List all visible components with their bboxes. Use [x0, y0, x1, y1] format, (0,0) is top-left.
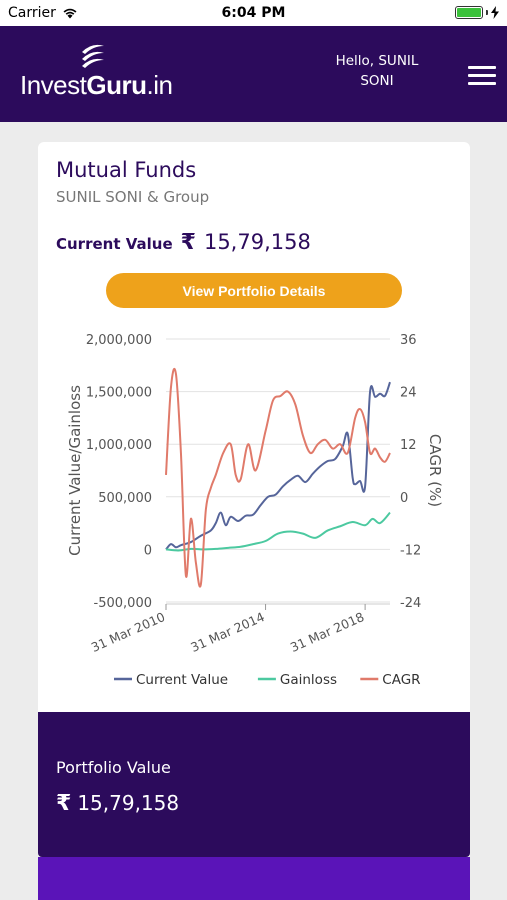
investguru-logo[interactable]: InvestGuru.in — [20, 44, 173, 106]
current-value-amount: 15,79,158 — [203, 230, 311, 254]
greeting-line-2: SONI — [360, 73, 394, 89]
y-tick-label: 1,500,000 — [86, 386, 152, 401]
user-greeting: Hello, SUNIL SONI — [318, 51, 436, 91]
y2-tick-label: -12 — [400, 543, 421, 558]
greeting-line-1: Hello, SUNIL — [335, 53, 419, 69]
hamburger-menu-icon[interactable] — [468, 66, 496, 86]
charging-bolt-icon — [491, 6, 499, 19]
logo-text-suffix: .in — [146, 70, 173, 100]
y2-tick-label: 12 — [400, 438, 417, 453]
portfolio-chart: 2,000,000 1,500,000 1,000,000 500,000 0 -500,… — [66, 333, 444, 688]
y-tick-label: -500,000 — [94, 596, 152, 611]
y2-axis-label: CAGR (%) — [426, 434, 444, 507]
next-panel-strip[interactable] — [38, 857, 470, 900]
y-tick-label: 0 — [144, 543, 152, 558]
mutual-funds-card: Mutual Funds SUNIL SONI & Group Current … — [38, 142, 470, 712]
y2-tick-label: 0 — [400, 491, 408, 506]
series-line-cagr — [165, 367, 391, 588]
legend-label: Gainloss — [280, 672, 337, 688]
carrier-label: Carrier — [8, 5, 56, 21]
app-header: InvestGuru.in Hello, SUNIL SONI — [0, 26, 507, 122]
legend-label: Current Value — [136, 672, 228, 688]
card-title: Mutual Funds — [56, 158, 197, 182]
y-tick-label: 500,000 — [98, 491, 152, 506]
logo-wave-icon — [82, 44, 104, 68]
series-line-current-value — [165, 381, 391, 551]
wifi-icon — [63, 8, 77, 19]
x-tick-label: 31 Mar 2014 — [188, 609, 267, 655]
battery-icon — [455, 6, 499, 19]
rupee-icon: ₹ — [180, 230, 196, 255]
y2-tick-label: 36 — [400, 333, 417, 348]
portfolio-value-panel: Portfolio Value ₹ 15,79,158 — [38, 712, 470, 857]
portfolio-value-row: ₹ 15,79,158 — [56, 791, 179, 816]
current-value-row: Current Value ₹ 15,79,158 — [56, 230, 311, 255]
y-tick-label: 1,000,000 — [86, 438, 152, 453]
x-tick-label: 31 Mar 2018 — [288, 609, 367, 655]
portfolio-value-amount: 15,79,158 — [77, 791, 180, 815]
rupee-icon: ₹ — [56, 791, 72, 816]
legend-label: CAGR — [382, 672, 420, 688]
battery-level — [457, 8, 481, 17]
logo-text-light: Invest — [20, 70, 87, 100]
portfolio-value-label: Portfolio Value — [56, 758, 171, 777]
view-portfolio-details-button[interactable]: View Portfolio Details — [106, 273, 402, 308]
status-bar: Carrier 6:04 PM — [0, 0, 507, 26]
x-tick-label: 31 Mar 2010 — [89, 609, 168, 655]
clock: 6:04 PM — [221, 5, 286, 21]
y2-tick-label: 24 — [400, 386, 417, 401]
carrier-group: Carrier — [8, 5, 78, 21]
y-tick-label: 2,000,000 — [86, 333, 152, 348]
card-subtitle: SUNIL SONI & Group — [56, 188, 210, 206]
series-line-gainloss — [165, 511, 391, 552]
y-axis-label: Current Value/Gainloss — [66, 385, 84, 556]
logo-text-bold: Guru — [86, 70, 147, 100]
y2-tick-label: -24 — [400, 596, 421, 611]
current-value-label: Current Value — [56, 235, 173, 253]
